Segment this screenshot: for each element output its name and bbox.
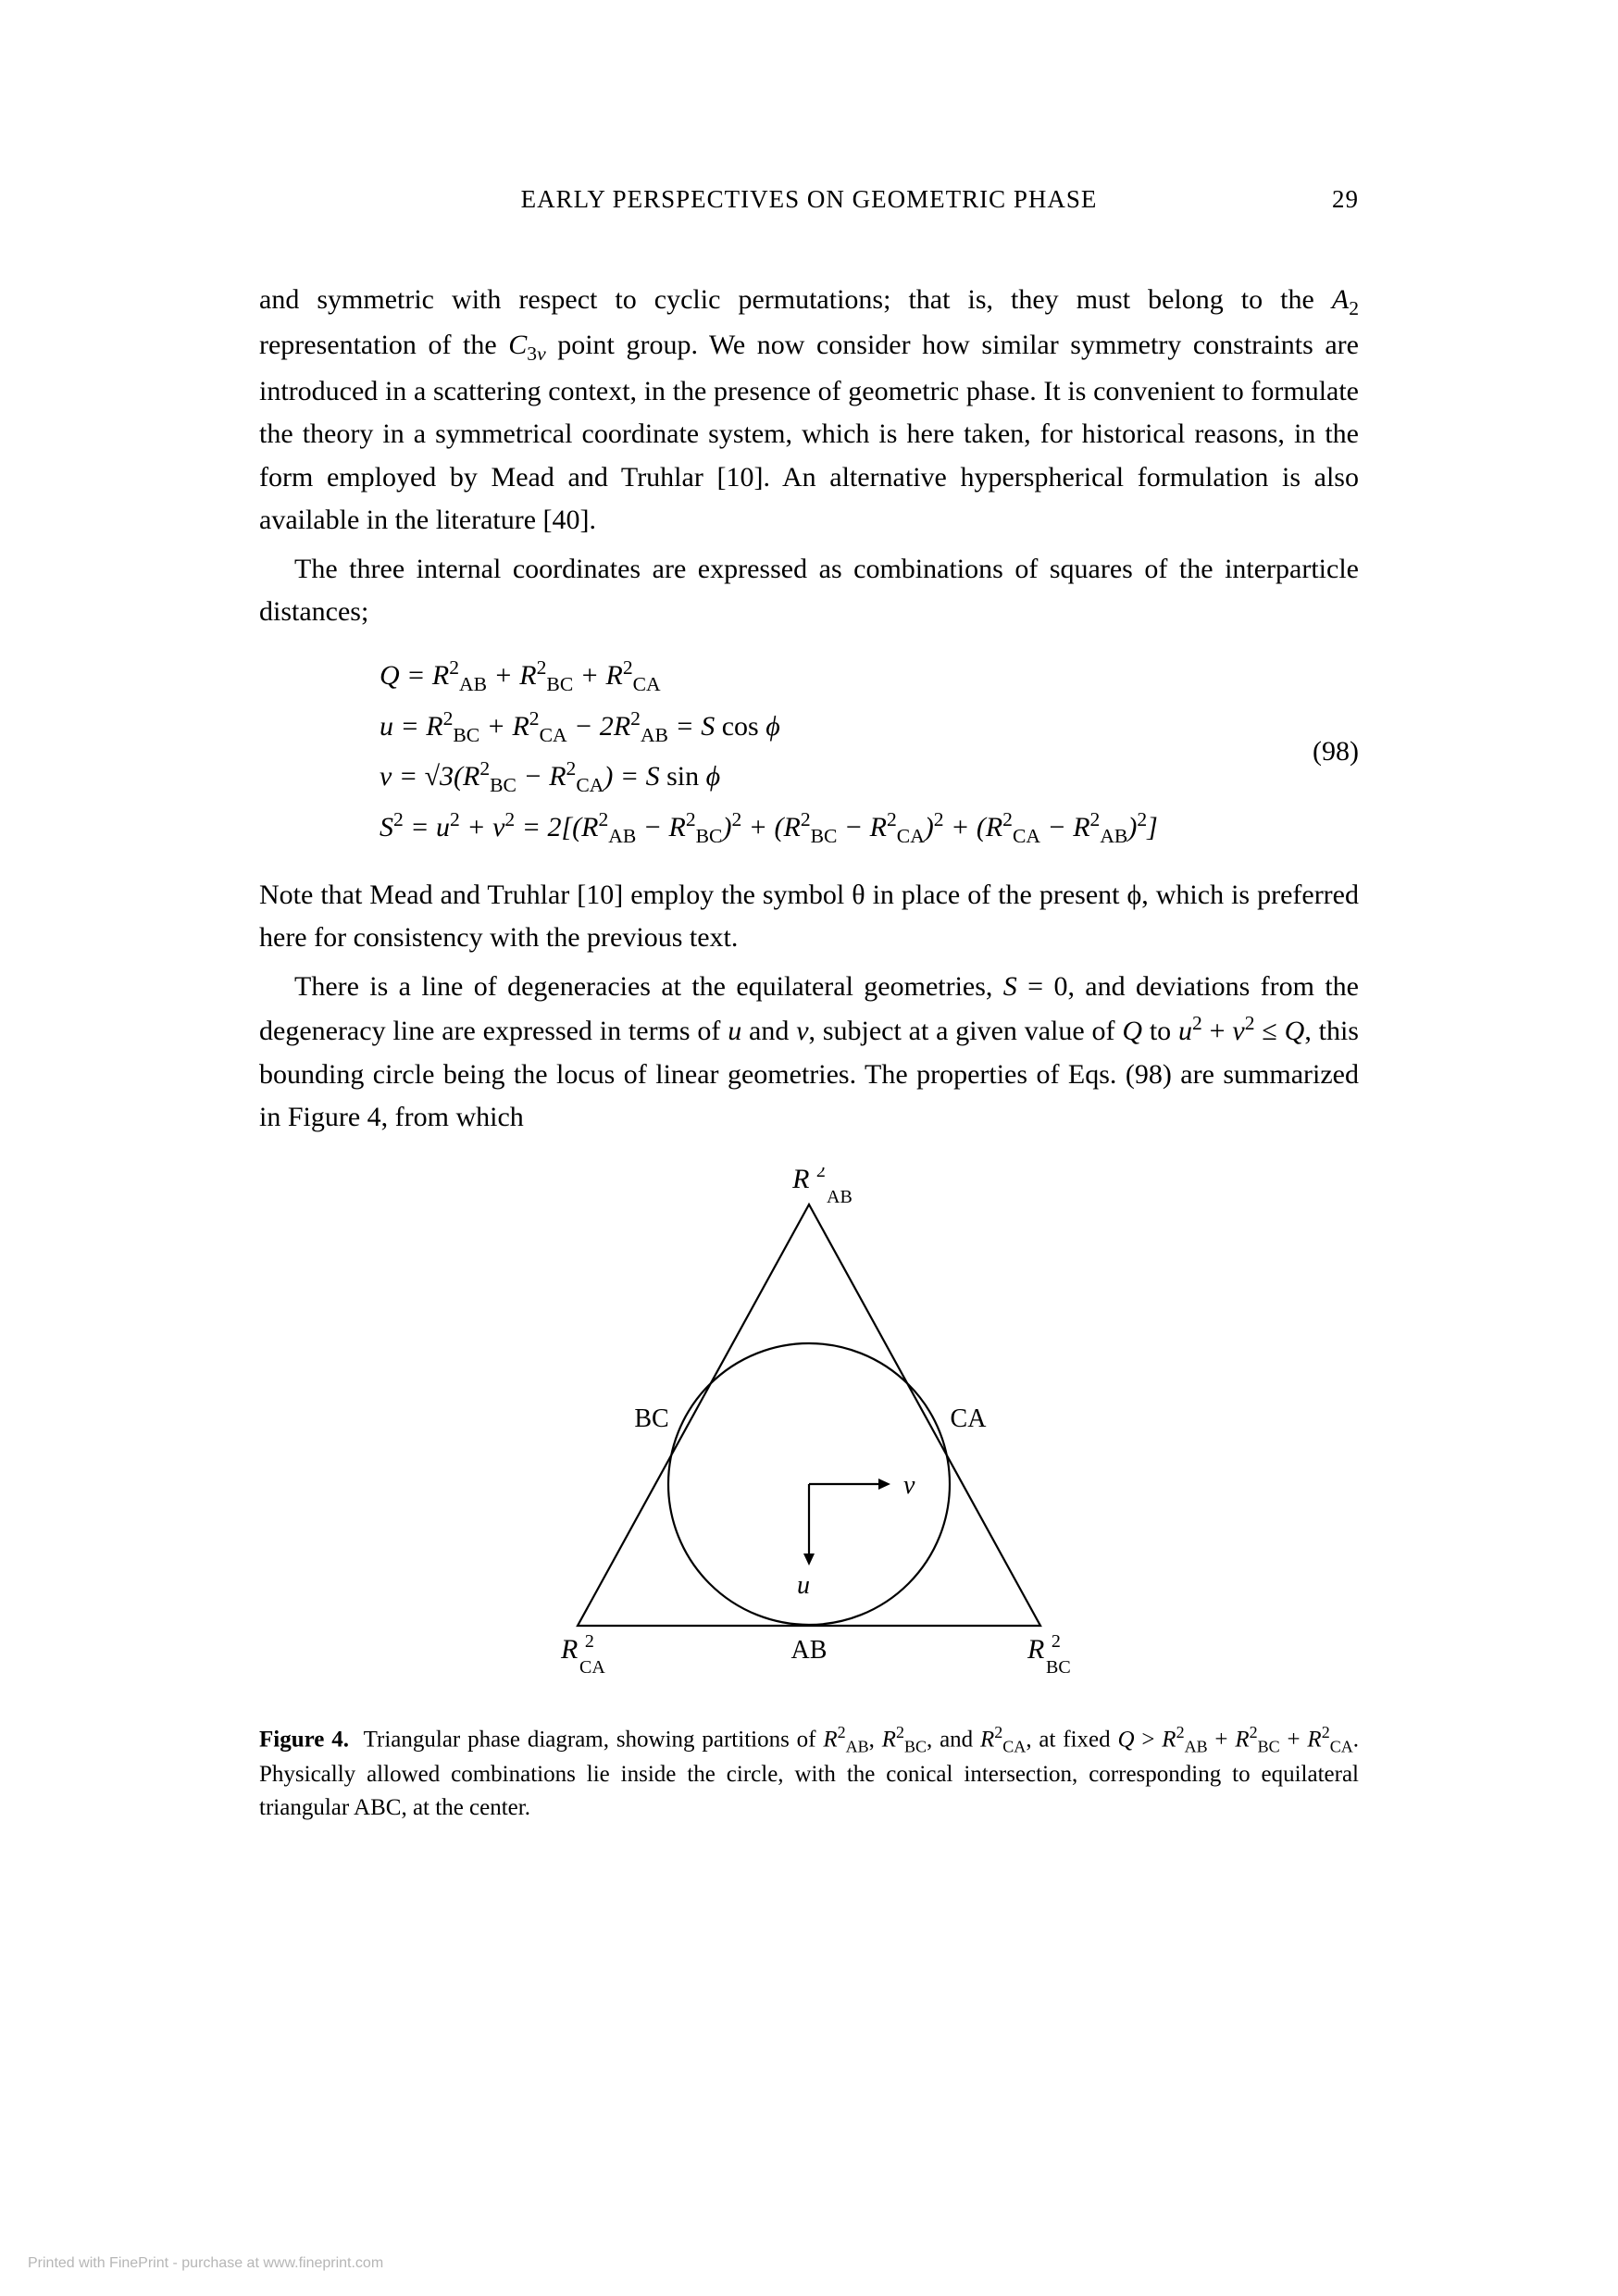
figure-4-caption: Figure 4. Triangular phase diagram, show… [259, 1720, 1359, 1826]
equation-block-98: Q = R2AB + R2BC + R2CA u = R2BC + R2CA −… [259, 651, 1359, 854]
triangular-phase-diagram: R 2 AB R 2 CA R 2 BC BC CA AB v u [513, 1167, 1105, 1686]
running-title: EARLY PERSPECTIVES ON GEOMETRIC PHASE [315, 185, 1303, 214]
svg-text:R 2: R 2 [791, 1167, 826, 1194]
paragraph-3: Note that Mead and Truhlar [10] employ t… [259, 874, 1359, 960]
paragraph-4: There is a line of degeneracies at the e… [259, 966, 1359, 1140]
print-watermark: Printed with FinePrint - purchase at www… [28, 2255, 383, 2272]
svg-text:CA: CA [951, 1404, 988, 1433]
svg-text:CA: CA [579, 1657, 605, 1678]
svg-text:BC: BC [634, 1404, 668, 1433]
figure-4: R 2 AB R 2 CA R 2 BC BC CA AB v u Figure… [259, 1167, 1359, 1826]
page-number: 29 [1303, 185, 1359, 214]
paragraph-1: and symmetric with respect to cyclic per… [259, 279, 1359, 543]
paragraph-2: The three internal coordinates are expre… [259, 548, 1359, 634]
page-content: EARLY PERSPECTIVES ON GEOMETRIC PHASE 29… [0, 0, 1618, 1941]
svg-text:AB: AB [827, 1187, 853, 1207]
equation-lines: Q = R2AB + R2BC + R2CA u = R2BC + R2CA −… [259, 651, 1276, 854]
equation-number: (98) [1276, 736, 1359, 767]
running-header: EARLY PERSPECTIVES ON GEOMETRIC PHASE 29 [259, 185, 1359, 214]
svg-text:AB: AB [791, 1636, 828, 1665]
svg-text:u: u [797, 1571, 810, 1600]
svg-text:BC: BC [1046, 1657, 1071, 1678]
svg-text:v: v [903, 1471, 915, 1500]
